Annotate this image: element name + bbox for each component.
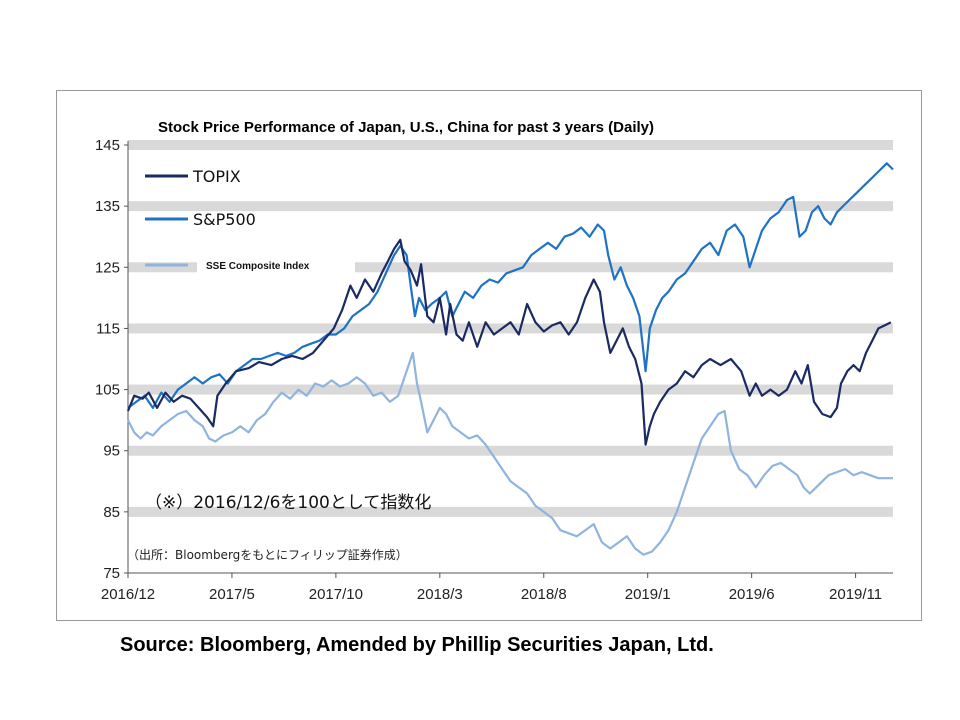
x-axis: 2016/12 2017/5 2017/10 2018/3 2018/8 2019/1 20… xyxy=(101,573,882,603)
legend-label-bg xyxy=(197,256,355,273)
series-lines xyxy=(126,162,894,556)
legend-label: S&P500 xyxy=(193,210,256,229)
legend-label: SSE Composite Index xyxy=(206,261,310,272)
series-line-topix xyxy=(126,238,892,446)
x-tick-label: 2017/5 xyxy=(209,586,255,603)
grid-band xyxy=(128,506,893,517)
y-tick-label: 135 xyxy=(95,198,120,215)
grid-band xyxy=(128,201,893,212)
x-tick-label: 2016/12 xyxy=(101,586,155,603)
y-tick-label: 125 xyxy=(95,259,120,276)
x-tick-label: 2018/3 xyxy=(417,586,463,603)
x-tick-label: 2019/11 xyxy=(829,586,882,603)
x-tick-label: 2018/8 xyxy=(521,586,567,603)
grid-band xyxy=(128,140,893,150)
y-tick-label: 145 xyxy=(95,137,120,154)
y-axis: 75 85 95 105 115 125 135 145 xyxy=(95,137,128,582)
series-line-sse-composite-index xyxy=(127,351,893,556)
source-note: （出所：Bloombergをもとにフィリップ証券作成） xyxy=(127,547,408,562)
x-tick-label: 2017/10 xyxy=(309,586,363,603)
y-tick-label: 105 xyxy=(95,382,120,399)
series-line-s-p500 xyxy=(127,162,894,409)
grid-band xyxy=(128,323,893,334)
y-tick-label: 75 xyxy=(103,565,120,582)
grid-band xyxy=(128,445,893,456)
y-tick-label: 95 xyxy=(103,443,120,460)
index-note: （※）2016/12/6を100として指数化 xyxy=(145,493,431,513)
y-tick-label: 85 xyxy=(103,504,120,521)
axes xyxy=(127,141,893,574)
grid-band xyxy=(128,384,893,395)
x-tick-label: 2019/6 xyxy=(729,586,775,603)
chart-title: Stock Price Performance of Japan, U.S., … xyxy=(158,119,654,136)
grid-band xyxy=(128,262,893,273)
line-chart: 75 85 95 105 115 125 135 145 2016/12 2017/5 2017/… xyxy=(95,119,894,603)
legend-label: TOPIX xyxy=(192,167,241,186)
legend: TOPIX S&P500 SSE Composite Index xyxy=(145,167,355,273)
x-tick-label: 2019/1 xyxy=(625,586,671,603)
grid-bands xyxy=(128,140,893,517)
source-attribution: Source: Bloomberg, Amended by Phillip Se… xyxy=(120,634,714,656)
y-tick-label: 115 xyxy=(96,320,120,337)
chart-frame: 75 85 95 105 115 125 135 145 2016/12 2017/5 2017/… xyxy=(56,90,922,621)
